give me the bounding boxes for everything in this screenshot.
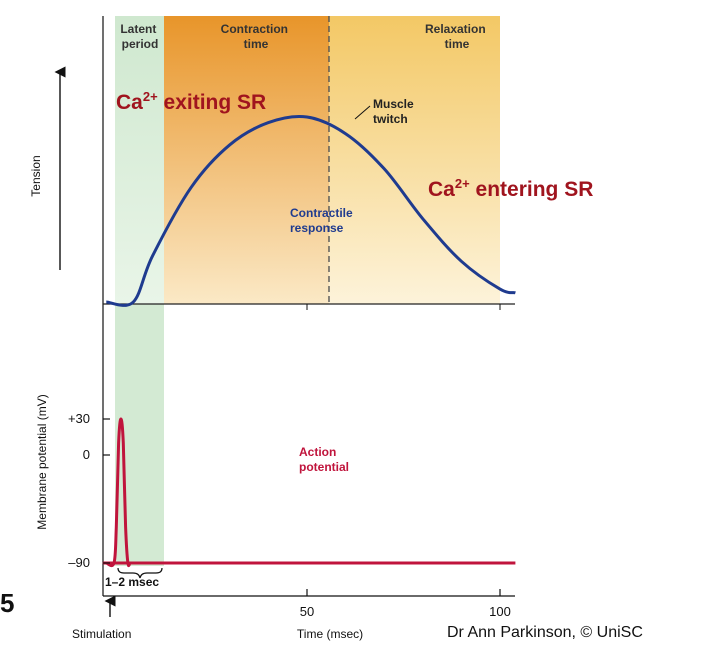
- y-tick-label: 0: [83, 447, 90, 462]
- duration-brace: [117, 567, 163, 579]
- phase-latent-band: [115, 16, 164, 304]
- muscle-twitch-label: Muscle twitch: [373, 97, 417, 126]
- x-axis-label: Time (msec): [297, 627, 363, 641]
- phase-contraction-band: [164, 16, 329, 304]
- muscle-twitch-curve: [106, 114, 516, 307]
- y-tick-label: –90: [68, 555, 90, 570]
- ca-exiting-label: Ca2+ exiting SR: [116, 89, 266, 114]
- phase-label-latent: Latent period: [120, 22, 159, 51]
- muscle-twitch-pointer: [354, 105, 371, 120]
- credit-text: Dr Ann Parkinson, © UniSC: [447, 624, 643, 641]
- phase-label-relaxation: Relaxation time: [425, 22, 489, 51]
- y-tick-label: +30: [68, 411, 90, 426]
- phase-label-contraction: Contraction time: [221, 22, 292, 51]
- x-tick-label: 100: [489, 604, 511, 619]
- page-number: 5: [0, 588, 15, 618]
- action-potential-label: Action potential: [299, 445, 349, 474]
- action-potential-curve: [102, 417, 516, 568]
- membrane-potential-axis-label: Membrane potential (mV): [35, 394, 49, 529]
- x-tick-label: 50: [300, 604, 314, 619]
- stimulation-label: Stimulation: [72, 627, 131, 641]
- tension-axis-label: Tension: [29, 155, 43, 196]
- contractile-response-label: Contractile response: [290, 206, 356, 235]
- phase-relaxation-band: [329, 16, 500, 304]
- ca-entering-label: Ca2+ entering SR: [428, 176, 593, 201]
- duration-label: 1–2 msec: [105, 575, 159, 589]
